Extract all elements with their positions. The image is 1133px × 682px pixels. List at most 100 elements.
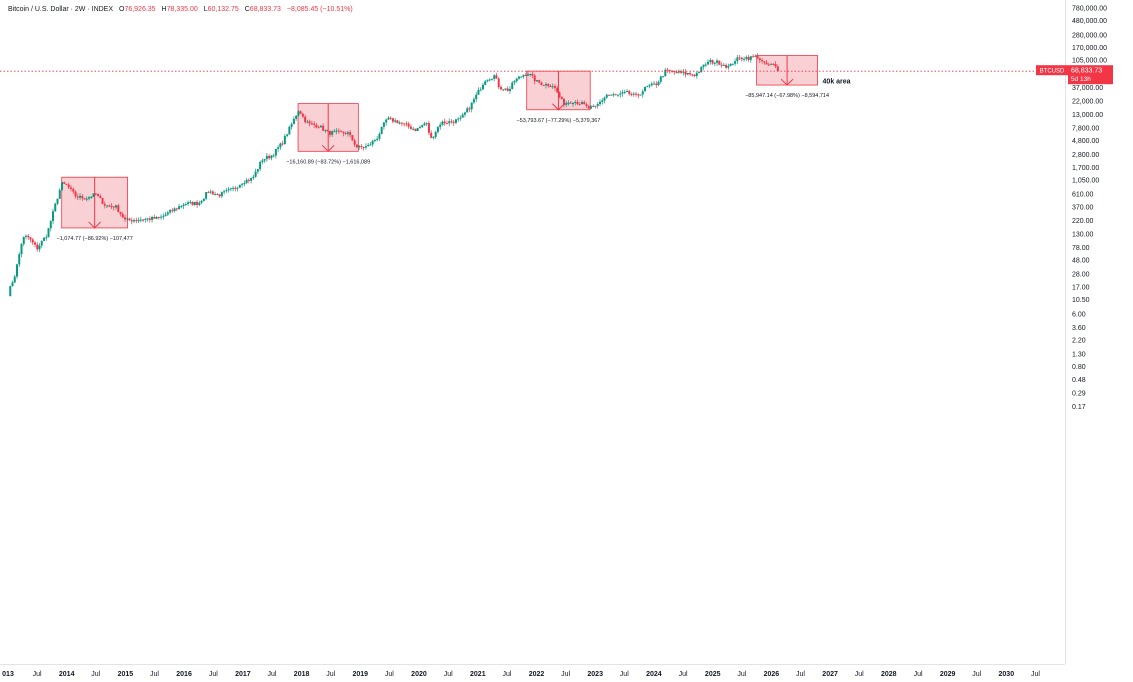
candle-body	[234, 187, 237, 189]
candle-body	[351, 135, 354, 141]
y-tick-label: 48.00	[1072, 258, 1090, 265]
candle-body	[81, 195, 84, 199]
y-tick-label: 0.29	[1072, 390, 1086, 397]
candle-body	[526, 74, 529, 76]
x-tick-year-label: 2020	[411, 671, 427, 678]
candle-body	[772, 63, 775, 65]
candle-body	[542, 84, 545, 86]
candle-body	[214, 194, 217, 196]
x-tick-month-label: Jul	[444, 671, 453, 678]
candle-body	[277, 147, 280, 149]
candle-body	[34, 242, 37, 245]
candle-body	[171, 210, 174, 212]
candle-body	[360, 146, 363, 148]
candle-body	[659, 76, 662, 82]
y-tick-label: 1.30	[1072, 351, 1086, 358]
x-tick-month-label: Jul	[385, 671, 394, 678]
y-tick-label: 780,000.00	[1072, 6, 1107, 13]
candle-body	[560, 96, 563, 99]
candle-body	[319, 125, 322, 128]
drawdown-label: −85,947.14 (−67.98%) −8,594,714	[745, 93, 829, 99]
candle-body	[391, 118, 394, 122]
x-tick-year-label: 2028	[881, 671, 897, 678]
candle-body	[508, 89, 511, 91]
x-tick-month-label: Jul	[1031, 671, 1040, 678]
candle-body	[421, 125, 424, 127]
candle-body	[225, 190, 228, 192]
candle-body	[250, 178, 253, 181]
candle-body	[524, 75, 527, 77]
y-tick-label: 130.00	[1072, 232, 1094, 239]
candle-body	[124, 217, 127, 220]
candle-body	[686, 73, 689, 75]
candle-body	[180, 205, 183, 207]
candle-body	[153, 216, 156, 219]
candle-body	[196, 201, 199, 205]
candle-body	[418, 126, 421, 129]
candle-body	[684, 71, 687, 75]
candle-body	[538, 80, 541, 83]
candle-body	[241, 183, 244, 185]
candle-body	[590, 106, 593, 109]
y-tick-label: 13,000.00	[1072, 112, 1103, 119]
candle-body	[628, 91, 631, 95]
candle-body	[175, 208, 178, 210]
candle-body	[675, 71, 678, 73]
x-tick-year-label: 2019	[352, 671, 368, 678]
candle-body	[763, 61, 766, 63]
x-tick-month-label: Jul	[855, 671, 864, 678]
candle-body	[252, 176, 255, 179]
candle-body	[16, 264, 19, 277]
x-tick-month-label: Jul	[326, 671, 335, 678]
candle-body	[700, 66, 703, 72]
candle-body	[324, 130, 327, 132]
candle-body	[463, 112, 466, 115]
candle-body	[637, 94, 640, 96]
change-value: −8,085.45 (−10.51%)	[286, 6, 353, 13]
candle-body	[335, 130, 338, 132]
candle-body	[468, 108, 471, 110]
x-tick-month-label: Jul	[737, 671, 746, 678]
candle-body	[725, 64, 728, 68]
candles	[9, 53, 779, 297]
candle-body	[362, 147, 365, 149]
candle-body	[220, 192, 223, 197]
candle-body	[727, 65, 730, 68]
candle-body	[574, 101, 577, 104]
y-tick-label: 2,800.00	[1072, 152, 1099, 159]
candle-body	[36, 244, 39, 250]
candle-body	[223, 191, 226, 193]
candle-body	[641, 91, 644, 95]
y-tick-label: 7,800.00	[1072, 125, 1099, 132]
candle-body	[729, 64, 732, 66]
candle-body	[716, 60, 719, 63]
candle-body	[31, 239, 34, 243]
candle-body	[340, 130, 343, 132]
candle-body	[756, 55, 759, 59]
x-tick-month-label: Jul	[209, 671, 218, 678]
candle-body	[11, 282, 14, 287]
candle-body	[680, 71, 683, 73]
candle-body	[227, 189, 230, 191]
candle-body	[752, 56, 755, 58]
candle-body	[774, 64, 777, 67]
x-tick-year-label: 013	[2, 671, 14, 678]
y-tick-label: 105,000.00	[1072, 58, 1107, 65]
candle-body	[155, 216, 158, 219]
candle-body	[617, 94, 620, 96]
candle-body	[232, 187, 235, 189]
candle-body	[612, 94, 615, 96]
candle-body	[88, 197, 91, 199]
candle-body	[689, 73, 692, 75]
candle-body	[189, 201, 192, 203]
candle-body	[556, 87, 559, 93]
x-tick-month-label: Jul	[620, 671, 629, 678]
candle-body	[382, 122, 385, 127]
candle-body	[567, 102, 570, 104]
candle-body	[376, 138, 379, 141]
x-tick-year-label: 2030	[999, 671, 1015, 678]
annotation-label: 40k area	[823, 78, 851, 85]
x-tick-month-label: Jul	[561, 671, 570, 678]
close-label: C	[244, 6, 250, 13]
